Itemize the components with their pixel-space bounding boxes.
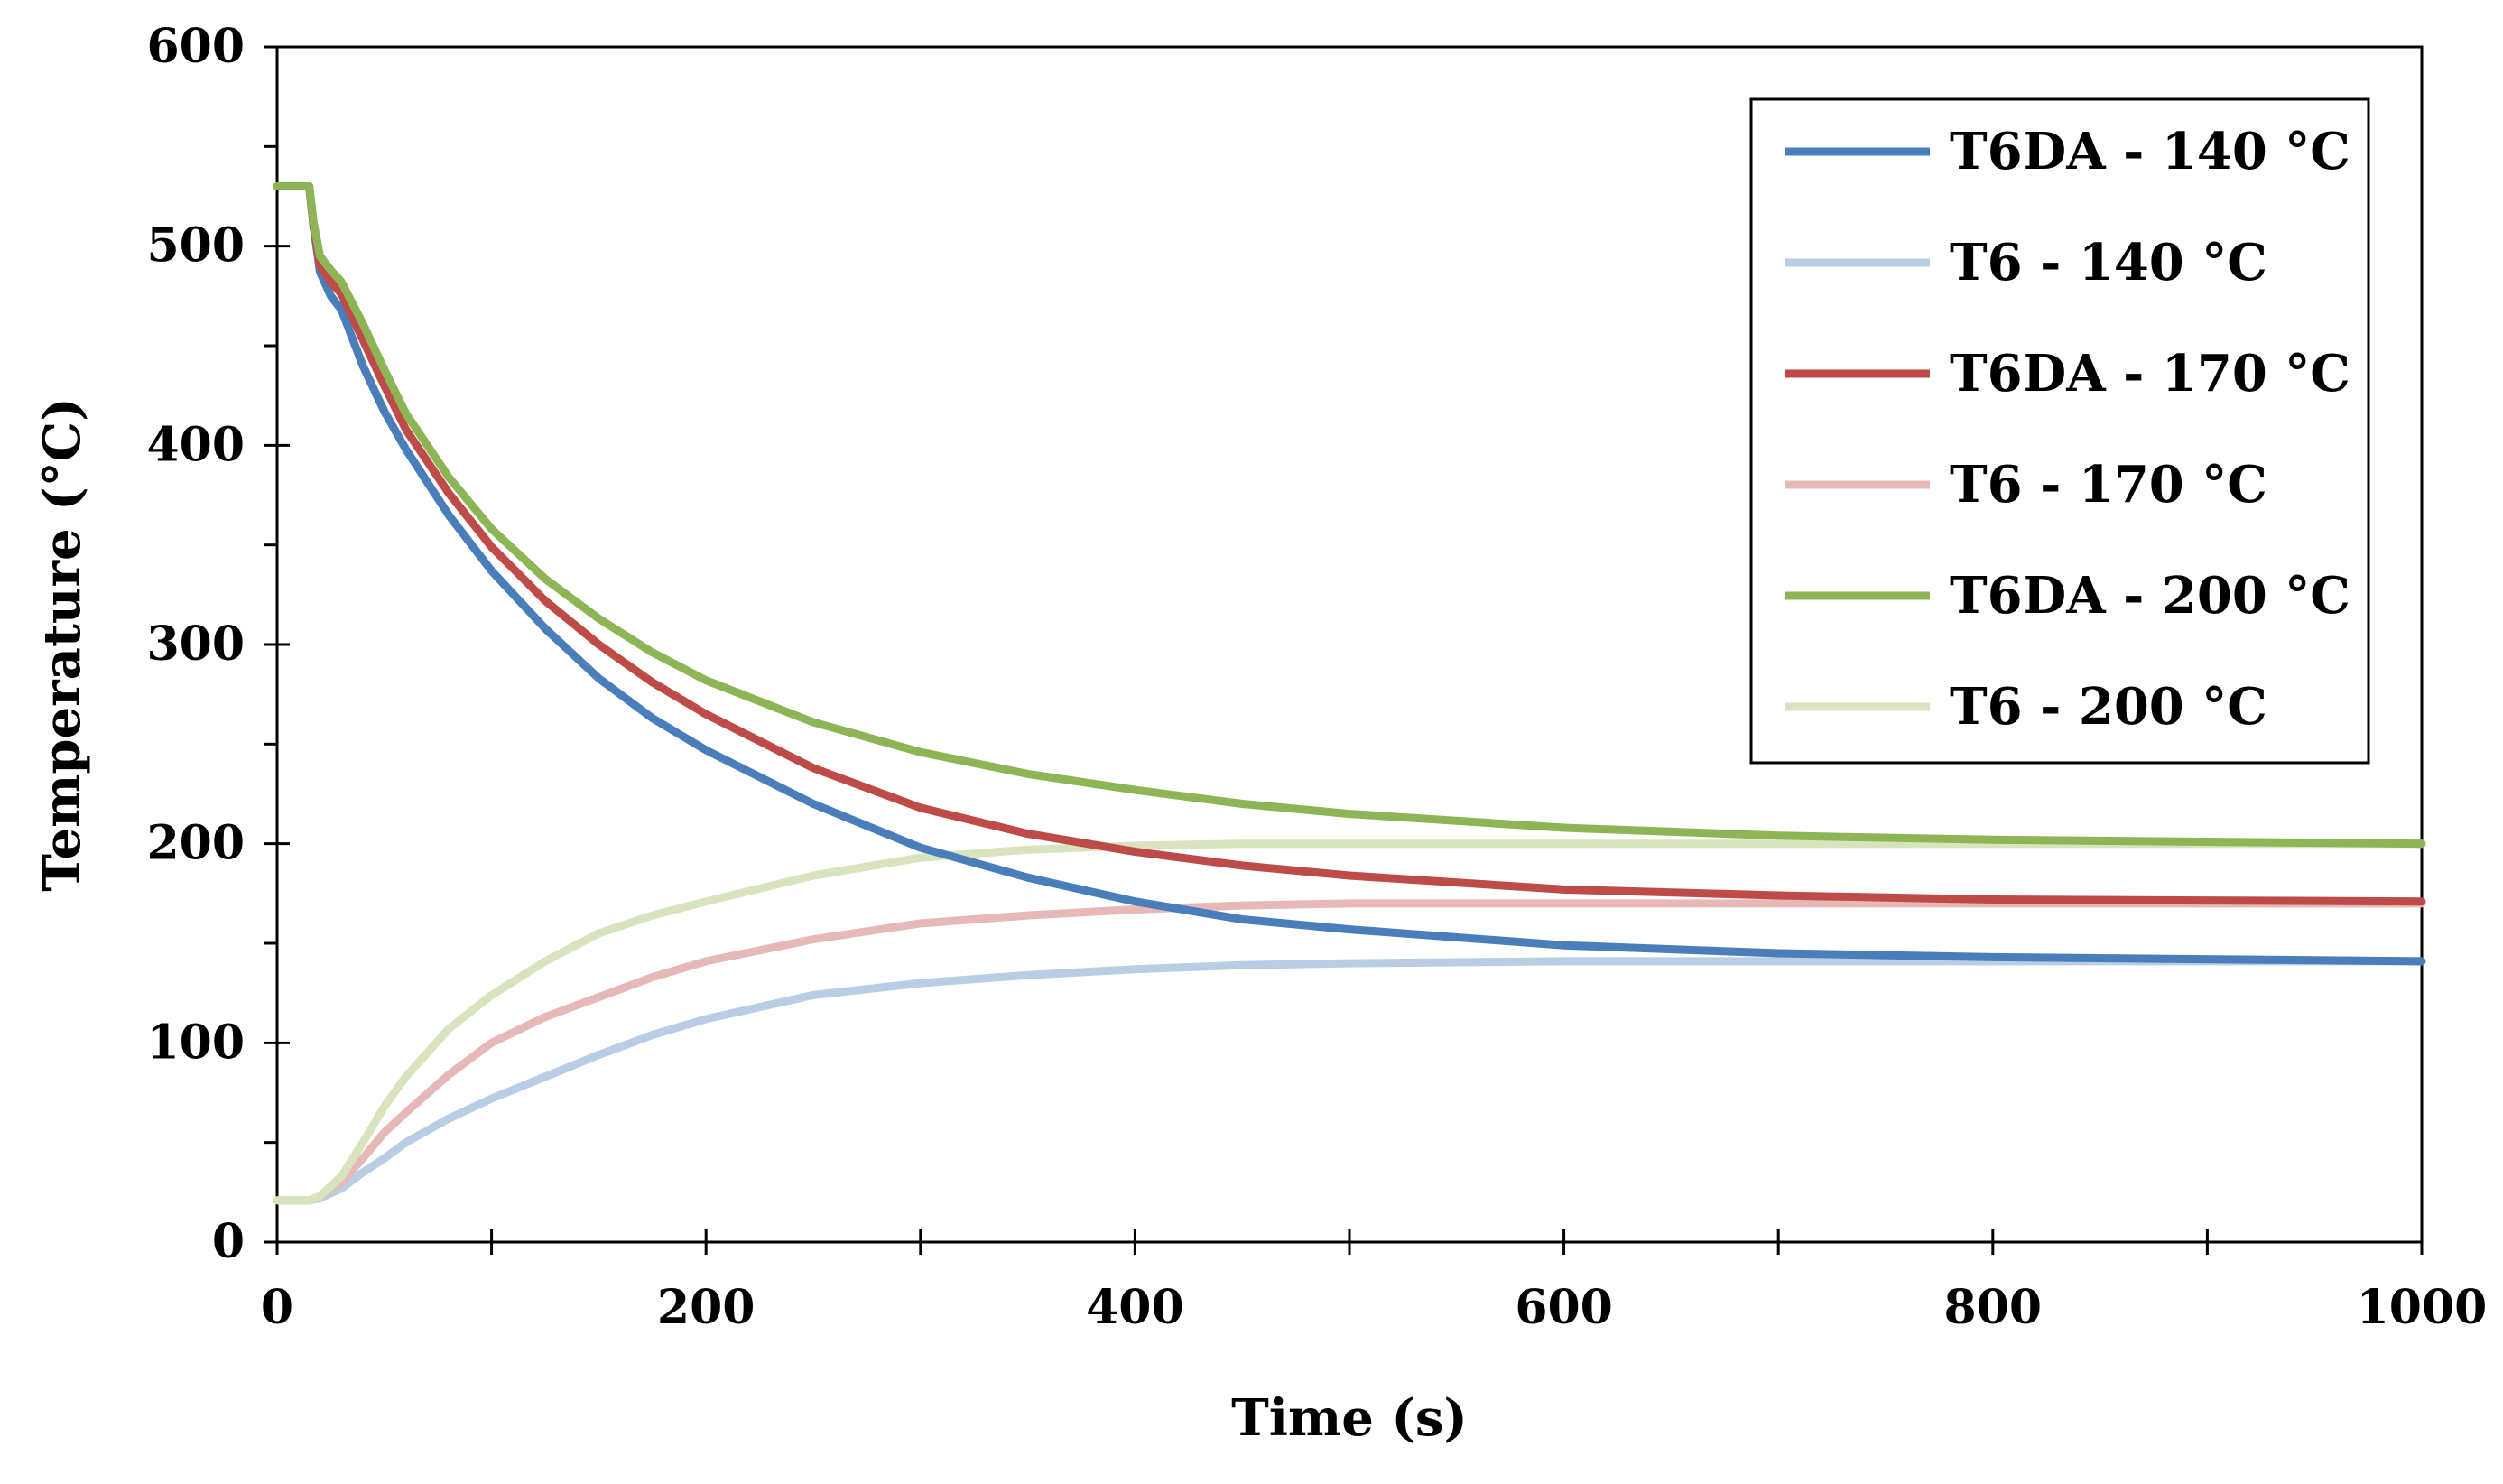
x-tick-label: 400 (1086, 1280, 1184, 1335)
series-line-1 (273, 957, 2426, 1205)
y-tick-label: 300 (146, 617, 245, 672)
series-line-2 (273, 182, 2426, 906)
y-tick-label: 0 (212, 1214, 245, 1269)
x-tick-label: 0 (261, 1280, 293, 1335)
x-tick-label: 200 (657, 1280, 756, 1335)
y-tick-label: 100 (146, 1015, 245, 1070)
series-layer (273, 182, 2426, 1205)
x-tick-label: 1000 (2357, 1280, 2488, 1335)
y-tick-label: 200 (146, 816, 245, 871)
legend-box (1749, 97, 2370, 765)
legend-label: T6 - 200 °C (1950, 677, 2267, 737)
x-tick-label: 600 (1515, 1280, 1613, 1335)
y-tick-label: 400 (146, 417, 245, 472)
x-axis-title: Time (s) (1231, 1388, 1468, 1448)
y-tick-label: 500 (146, 218, 245, 274)
series-line-0 (273, 182, 2426, 966)
series-line-5 (273, 839, 2426, 1205)
legend-label: T6 - 170 °C (1950, 455, 2267, 515)
series-line-4 (273, 182, 2426, 849)
legend-label: T6DA - 140 °C (1950, 122, 2350, 181)
legend: T6DA - 140 °C T6 - 140 °C T6DA - 170 °C T6 … (1749, 97, 2370, 765)
legend-label: T6DA - 200 °C (1950, 566, 2350, 626)
y-axis-title: Temperature (°C) (32, 397, 92, 891)
x-tick-label: 800 (1944, 1280, 2043, 1335)
series-line-3 (273, 899, 2426, 1205)
legend-label: T6 - 140 °C (1950, 233, 2267, 292)
y-tick-label: 600 (146, 19, 245, 74)
legend-label: T6DA - 170 °C (1950, 344, 2350, 403)
axis-layer: 0 100 200 300 400 500 600 0 200 400 600 800 1000 (146, 19, 2487, 1335)
